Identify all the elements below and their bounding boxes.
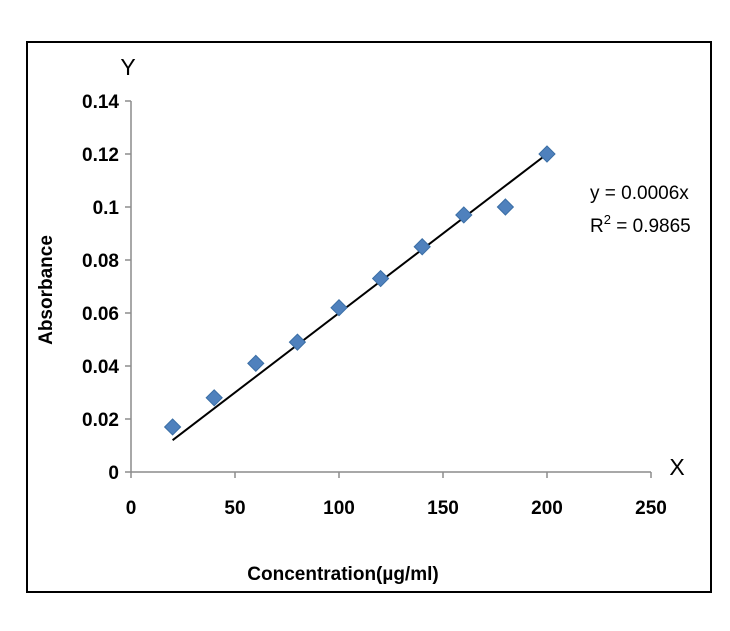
- y-axis-letter: Y: [120, 54, 135, 80]
- trendline-equation: y = 0.0006x: [590, 183, 689, 204]
- data-point: [455, 206, 473, 224]
- data-point: [163, 418, 182, 436]
- points-layer: [163, 145, 556, 436]
- chart-frame: [26, 41, 712, 593]
- y-tick-label: 0.04: [82, 357, 119, 378]
- data-point: [330, 298, 348, 317]
- r-squared-prefix: R: [590, 216, 604, 237]
- y-tick-label: 0.1: [93, 198, 120, 219]
- trendline-layer: [171, 153, 548, 441]
- x-tick-label: 150: [427, 498, 459, 519]
- x-tick-label: 250: [635, 498, 667, 519]
- r-squared-value: = 0.9865: [611, 216, 691, 237]
- y-tick-label: 0.08: [82, 251, 119, 272]
- x-axis-title: Concentration(µg/ml): [247, 564, 438, 585]
- x-tick-label: 200: [531, 498, 563, 519]
- axes-layer: [130, 101, 651, 473]
- x-tick-label: 50: [224, 498, 245, 519]
- r-squared-label: R2 = 0.9865: [590, 212, 691, 237]
- r-squared-superscript: 2: [604, 212, 611, 227]
- data-point: [247, 354, 265, 373]
- data-point: [205, 389, 223, 407]
- y-tick-label: 0.02: [82, 410, 119, 431]
- y-tick-label: 0.14: [82, 92, 119, 113]
- trendline: [171, 153, 548, 441]
- y-tick-label: 0: [108, 463, 119, 484]
- y-tick-label: 0.12: [82, 145, 119, 166]
- data-point: [413, 238, 431, 256]
- y-tick-label: 0.06: [82, 304, 119, 325]
- x-tick-label: 0: [126, 498, 137, 519]
- ticks-layer: 0 0.02 0.04 0.06 0.08 0.1 0.12 0.14 0 50 100 150 200…: [82, 92, 667, 519]
- data-point: [288, 333, 307, 351]
- data-point: [496, 198, 515, 216]
- data-point: [538, 145, 556, 163]
- x-tick-label: 100: [323, 498, 355, 519]
- y-axis-title: Absorbance: [36, 235, 57, 345]
- x-axis-letter: X: [669, 454, 684, 480]
- data-point: [371, 269, 390, 288]
